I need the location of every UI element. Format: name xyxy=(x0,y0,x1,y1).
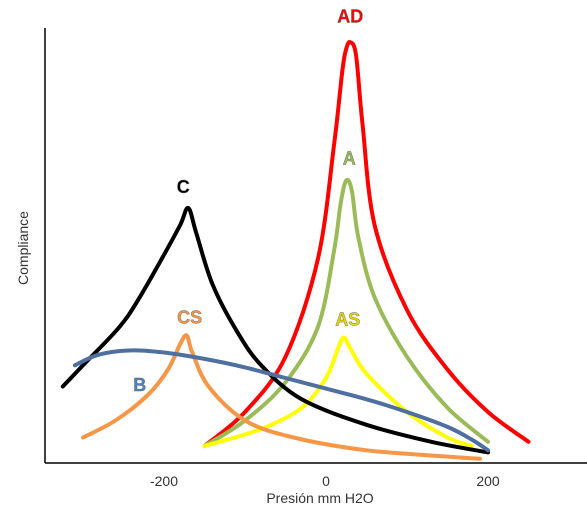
series-line-a xyxy=(202,177,490,448)
series-line-b xyxy=(72,348,490,453)
series-line-as xyxy=(202,335,474,448)
series-line-cs xyxy=(81,333,482,461)
series-labels: AD A AS C CS B xyxy=(133,6,363,395)
series-label-cs: CS xyxy=(177,308,202,328)
series-layer xyxy=(60,40,531,461)
x-tick-label: 0 xyxy=(322,473,330,489)
series-label-as: AS xyxy=(335,310,360,330)
series-label-ad: AD xyxy=(337,6,363,26)
y-axis-label: Compliance xyxy=(15,211,31,285)
series-label-c: C xyxy=(177,177,190,197)
x-tick-label: -200 xyxy=(150,473,178,489)
series-line-ad xyxy=(202,40,531,448)
series-label-a: A xyxy=(343,148,356,168)
axes: -200 0 200 xyxy=(44,28,587,489)
x-tick-label: 200 xyxy=(476,473,500,489)
x-axis-label: Presión mm H2O xyxy=(266,490,374,506)
series-label-b: B xyxy=(133,375,146,395)
series-line-c xyxy=(60,205,490,455)
